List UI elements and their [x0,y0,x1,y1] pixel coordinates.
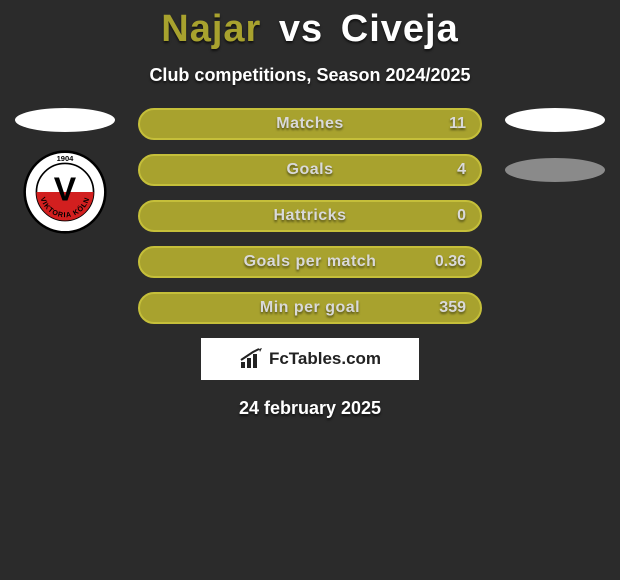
stat-label: Goals per match [244,253,377,271]
stat-value: 11 [449,115,466,133]
stats-bars: Matches 11 Goals 4 Hattricks 0 Goals per… [138,108,482,324]
stat-label: Matches [276,115,344,133]
stat-label: Hattricks [274,207,347,225]
subtitle: Club competitions, Season 2024/2025 [0,65,620,86]
svg-text:1904: 1904 [57,154,75,163]
player1-name: Najar [161,8,261,50]
svg-text:V: V [54,171,77,208]
stat-row: Min per goal 359 [138,292,482,324]
content-area: V 1904 VIKTORIA KÖLN Matches 11 Goals 4 … [0,108,620,419]
stat-label: Goals [287,161,334,179]
right-column [500,108,610,182]
player2-marker-bottom [505,158,605,182]
stat-row: Matches 11 [138,108,482,140]
date-text: 24 february 2025 [0,398,620,419]
player1-marker [15,108,115,132]
page-title: Najar vs Civeja [0,0,620,51]
player2-marker-top [505,108,605,132]
club-badge: V 1904 VIKTORIA KÖLN [23,150,107,239]
stat-row: Goals per match 0.36 [138,246,482,278]
chart-icon [239,348,263,370]
player2-name: Civeja [341,8,459,50]
stat-label: Min per goal [260,299,360,317]
stat-value: 0.36 [435,253,466,271]
brand-text: FcTables.com [269,349,381,369]
left-column: V 1904 VIKTORIA KÖLN [10,108,120,239]
brand-box: FcTables.com [201,338,419,380]
stat-value: 359 [439,299,466,317]
stat-row: Goals 4 [138,154,482,186]
stat-value: 4 [457,161,466,179]
vs-text: vs [279,8,323,50]
stat-row: Hattricks 0 [138,200,482,232]
stat-value: 0 [457,207,466,225]
